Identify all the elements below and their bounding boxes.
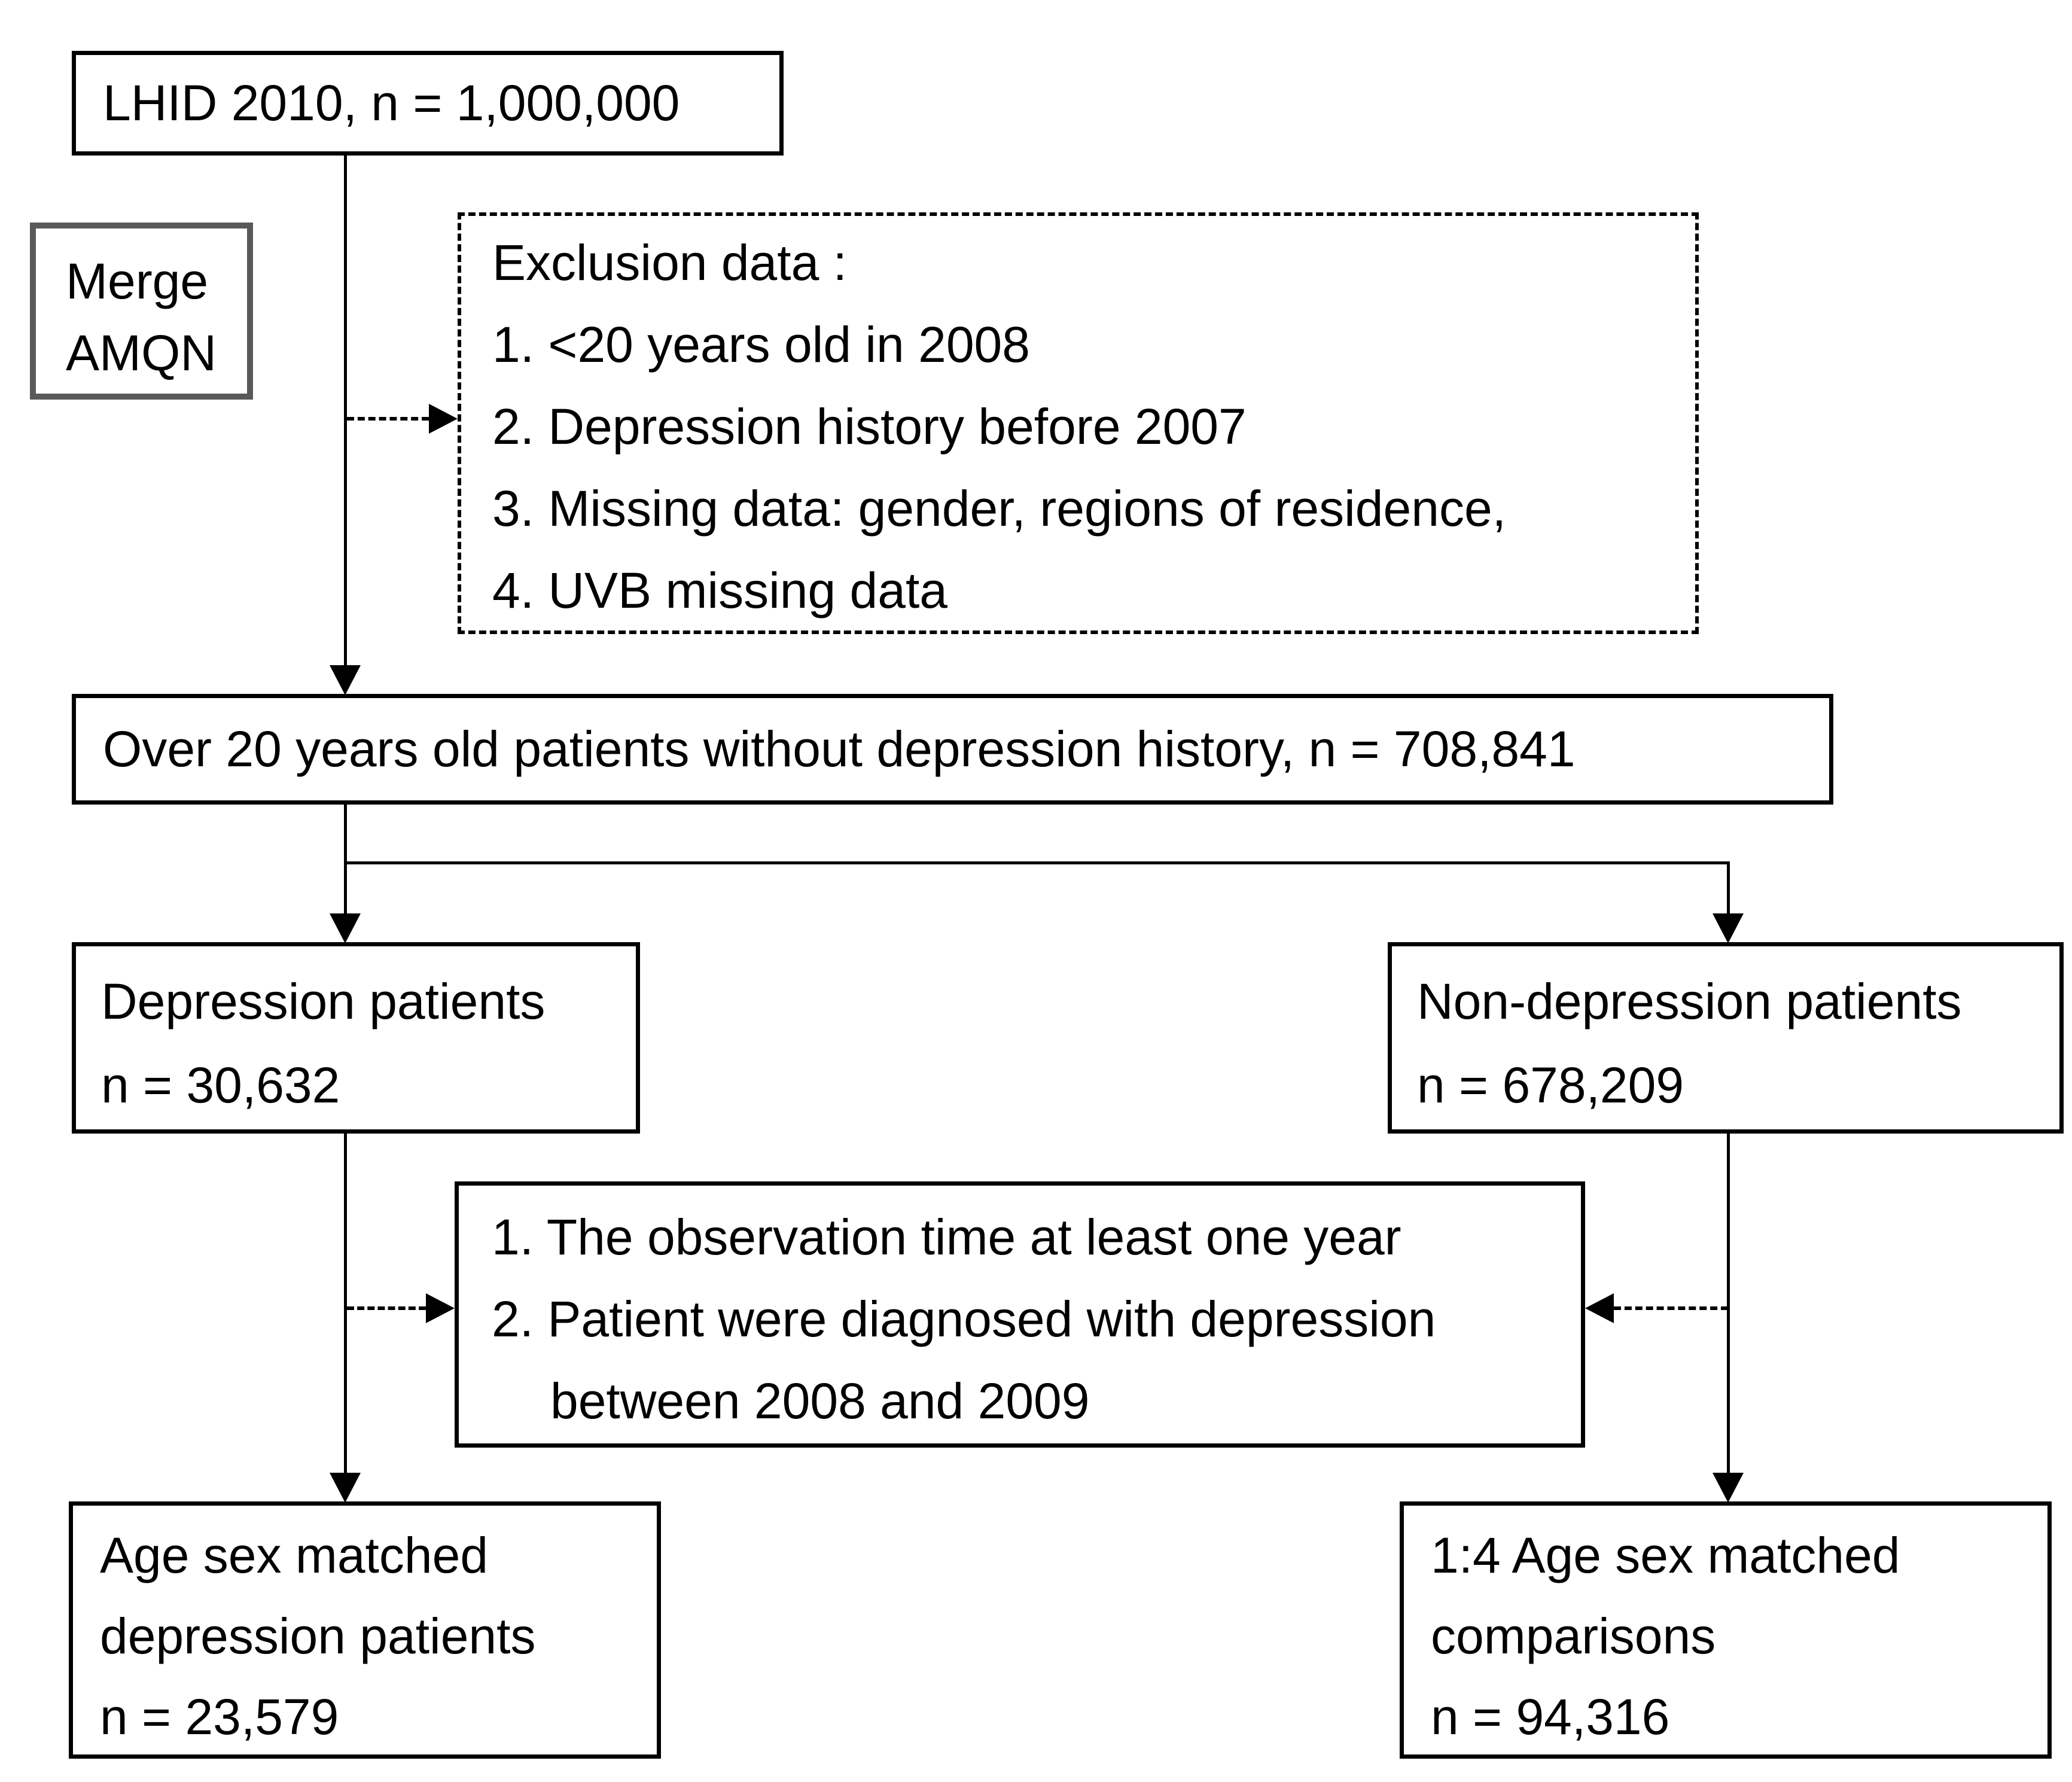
connector-non-depression-to-comparisons-line xyxy=(1727,1134,1730,1475)
node-depression-patients-box: Depression patients n = 30,632 xyxy=(72,942,640,1134)
arrowhead-into-criteria-right-icon xyxy=(1585,1293,1614,1323)
node-exclusion-criteria-box: Exclusion data : 1. <20 years old in 200… xyxy=(458,212,1699,634)
arrowhead-into-over20-icon xyxy=(330,665,361,695)
node-non-depression-patients-box: Non-depression patients n = 678,209 xyxy=(1388,942,2064,1134)
node-merge-amqn-box: Merge AMQN xyxy=(30,223,253,400)
depression-patients-line-1: Depression patients xyxy=(101,973,546,1029)
non-depression-patients-count: n = 678,209 xyxy=(1417,1057,1684,1113)
arrowhead-into-non-depression-icon xyxy=(1713,913,1744,943)
connector-depression-to-matched-line xyxy=(344,1134,347,1475)
merge-amqn-line-2: AMQN xyxy=(66,325,217,381)
matched-depression-line-2: depression patients xyxy=(100,1608,536,1664)
connector-over20-branch-right-line xyxy=(1727,861,1730,916)
node-lhid-label: LHID 2010, n = 1,000,000 xyxy=(103,75,680,131)
node-lhid-box: LHID 2010, n = 1,000,000 xyxy=(72,51,784,156)
matched-comparisons-line-1: 1:4 Age sex matched xyxy=(1431,1527,1900,1583)
non-depression-patients-line-1: Non-depression patients xyxy=(1417,973,1962,1029)
node-over20-label: Over 20 years old patients without depre… xyxy=(103,721,1576,777)
arrowhead-into-depression-icon xyxy=(330,913,361,943)
criteria-item-1: 1. The observation time at least one yea… xyxy=(492,1209,1401,1265)
node-over20-box: Over 20 years old patients without depre… xyxy=(72,694,1833,805)
exclusion-item-1: 1. <20 years old in 2008 xyxy=(492,316,1030,373)
matched-depression-line-1: Age sex matched xyxy=(100,1527,489,1583)
connector-lhid-to-over20-line xyxy=(344,156,347,668)
depression-patients-count: n = 30,632 xyxy=(101,1057,340,1113)
arrowhead-into-matched-depression-icon xyxy=(330,1473,361,1503)
matched-comparisons-count: n = 94,316 xyxy=(1431,1689,1670,1745)
exclusion-item-3: 3. Missing data: gender, regions of resi… xyxy=(492,480,1507,537)
node-matched-comparisons-box: 1:4 Age sex matched comparisons n = 94,3… xyxy=(1400,1501,2052,1759)
arrowhead-into-criteria-left-icon xyxy=(426,1293,455,1323)
criteria-item-2: 2. Patient were diagnosed with depressio… xyxy=(492,1291,1436,1347)
connector-dashed-to-exclusion-line xyxy=(347,417,429,421)
node-matched-depression-box: Age sex matched depression patients n = … xyxy=(69,1501,661,1759)
matched-depression-count: n = 23,579 xyxy=(100,1689,339,1745)
exclusion-item-2: 2. Depression history before 2007 xyxy=(492,398,1247,455)
matched-comparisons-line-2: comparisons xyxy=(1431,1608,1716,1664)
connector-branch-horizontal-line xyxy=(344,861,1730,864)
exclusion-title: Exclusion data : xyxy=(492,234,848,291)
merge-amqn-line-1: Merge xyxy=(66,253,209,309)
arrowhead-into-exclusion-icon xyxy=(429,404,458,434)
node-observation-criteria-box: 1. The observation time at least one yea… xyxy=(455,1181,1585,1448)
arrowhead-into-matched-comparisons-icon xyxy=(1713,1473,1744,1503)
connector-over20-branch-left-line xyxy=(344,805,347,916)
criteria-item-2-continued: between 2008 and 2009 xyxy=(550,1373,1090,1429)
connector-dashed-left-to-criteria-line xyxy=(347,1306,426,1310)
exclusion-item-4: 4. UVB missing data xyxy=(492,562,948,619)
connector-dashed-right-to-criteria-line xyxy=(1614,1306,1728,1310)
